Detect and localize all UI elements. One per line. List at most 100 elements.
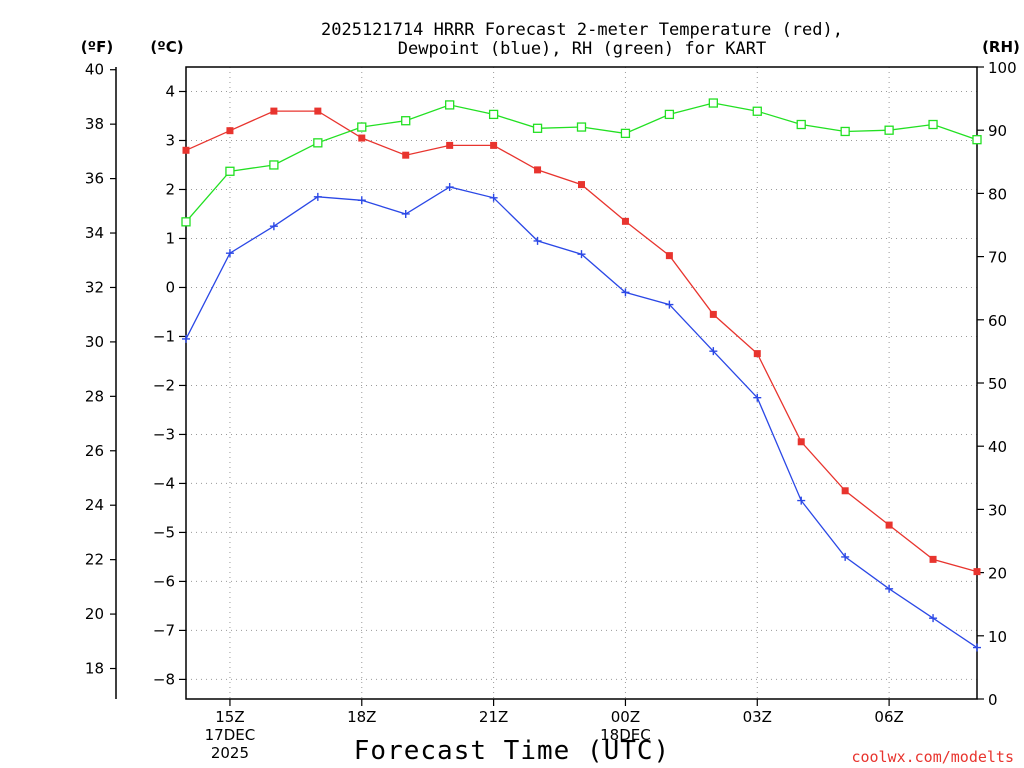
data-point — [576, 122, 587, 132]
fahrenheit-tick-label: 22 — [85, 551, 104, 569]
data-series — [181, 98, 982, 652]
data-point — [534, 166, 542, 174]
data-point — [885, 521, 893, 529]
data-point — [313, 138, 323, 148]
data-point — [840, 126, 850, 137]
x-tick-label: 21Z — [479, 708, 508, 726]
rh-tick-label: 80 — [988, 185, 1007, 203]
rh-tick-label: 40 — [988, 438, 1007, 456]
celsius-tick-label: −3 — [153, 425, 175, 443]
data-point — [972, 135, 982, 145]
data-point — [929, 614, 938, 623]
x-tick-label: 18DEC — [600, 726, 651, 744]
fahrenheit-tick-label: 38 — [85, 115, 104, 133]
data-point — [620, 128, 631, 139]
series-line — [185, 110, 978, 573]
data-point — [181, 217, 191, 227]
series-2-meter-temperature — [182, 107, 981, 576]
data-point — [708, 98, 718, 108]
credit-text: coolwx.com/modelts — [851, 748, 1014, 766]
rh-tick-label: 20 — [988, 565, 1007, 583]
x-tick-label: 00Z — [611, 708, 640, 726]
fahrenheit-unit-label: (ºF) — [81, 38, 113, 56]
data-point — [445, 183, 454, 192]
celsius-tick-label: −4 — [153, 474, 175, 492]
data-point — [665, 300, 674, 309]
rh-tick-label: 10 — [988, 628, 1007, 646]
data-point — [578, 181, 585, 189]
data-point — [446, 141, 454, 149]
data-point — [314, 107, 322, 115]
data-point — [973, 568, 981, 576]
fahrenheit-tick-label: 30 — [85, 333, 104, 351]
data-point — [665, 252, 673, 260]
celsius-tick-label: 0 — [165, 278, 175, 296]
x-tick-label: 06Z — [874, 708, 903, 726]
celsius-tick-label: −8 — [153, 670, 175, 688]
data-point — [973, 643, 981, 652]
data-point — [884, 125, 894, 135]
fahrenheit-tick-label: 26 — [85, 442, 104, 460]
plot-frame — [185, 66, 978, 700]
data-point — [753, 350, 761, 358]
axes — [110, 66, 984, 706]
celsius-tick-label: −1 — [153, 327, 175, 345]
rh-tick-label: 30 — [988, 501, 1007, 519]
data-point — [532, 123, 543, 133]
x-tick-label: 15Z — [215, 708, 244, 726]
grid-lines — [186, 67, 977, 699]
fahrenheit-tick-label: 40 — [85, 61, 104, 79]
fahrenheit-tick-label: 20 — [85, 605, 104, 623]
rh-tick-label: 70 — [988, 249, 1007, 267]
data-point — [357, 122, 367, 132]
data-point — [533, 236, 542, 245]
rh-tick-label: 0 — [988, 691, 998, 709]
celsius-tick-label: 4 — [165, 82, 175, 100]
data-point — [269, 222, 278, 231]
series-rh — [181, 98, 982, 227]
data-point — [621, 288, 630, 297]
celsius-tick-label: −5 — [153, 523, 175, 541]
celsius-tick-label: 2 — [165, 180, 175, 198]
celsius-tick-label: 1 — [165, 229, 175, 247]
data-point — [182, 146, 190, 154]
rh-unit-label: (RH) — [982, 38, 1020, 56]
celsius-tick-label: −6 — [153, 572, 175, 590]
data-point — [402, 151, 410, 159]
data-point — [621, 217, 629, 225]
data-point — [709, 310, 717, 318]
data-point — [841, 487, 849, 495]
series-line — [185, 102, 978, 223]
data-point — [796, 119, 806, 130]
data-point — [225, 166, 235, 176]
data-point — [752, 106, 762, 116]
data-point — [401, 116, 411, 126]
data-point — [797, 496, 806, 505]
data-point — [709, 347, 718, 356]
data-point — [401, 209, 410, 218]
celsius-unit-label: (ºC) — [150, 38, 183, 56]
rh-tick-label: 100 — [988, 59, 1017, 77]
data-point — [357, 196, 366, 205]
tick-labels: 43210−1−2−3−4−5−6−7−84038363432302826242… — [85, 59, 1017, 762]
data-point — [358, 134, 366, 142]
data-point — [269, 160, 279, 170]
data-point — [929, 555, 937, 563]
data-point — [489, 193, 498, 202]
data-point — [445, 100, 455, 110]
data-point — [313, 192, 322, 201]
fahrenheit-tick-label: 18 — [85, 660, 104, 678]
celsius-tick-label: −2 — [153, 376, 175, 394]
celsius-tick-label: −7 — [153, 621, 175, 639]
fahrenheit-tick-label: 28 — [85, 387, 104, 405]
x-axis-label: Forecast Time (UTC) — [354, 736, 670, 766]
fahrenheit-tick-label: 34 — [85, 224, 104, 242]
fahrenheit-tick-label: 32 — [85, 278, 104, 296]
fahrenheit-tick-label: 24 — [85, 496, 104, 514]
data-point — [577, 250, 586, 259]
series-dewpoint — [182, 183, 981, 652]
celsius-tick-label: 3 — [165, 131, 175, 149]
data-point — [182, 334, 190, 343]
x-tick-label: 17DEC — [205, 726, 256, 744]
